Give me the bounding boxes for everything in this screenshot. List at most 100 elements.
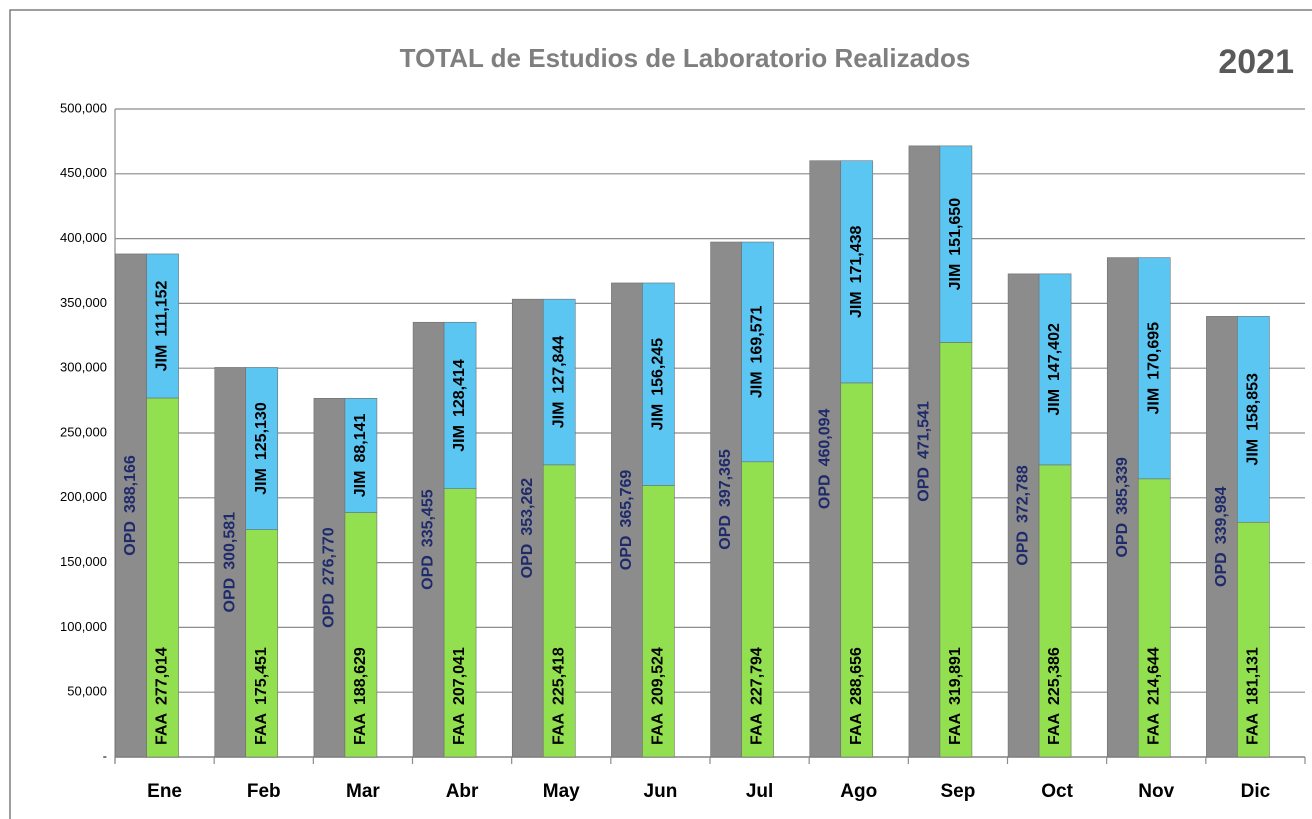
- series-name-label: JIM: [253, 468, 270, 495]
- value-label: 151,650: [947, 198, 964, 256]
- data-label: JIM 171,438: [848, 225, 865, 318]
- series-name-label: OPD: [122, 521, 139, 556]
- bar: [939, 145, 973, 343]
- value-label: 181,131: [1245, 647, 1262, 705]
- bar: [741, 241, 774, 463]
- value-label: 207,041: [451, 647, 468, 705]
- data-label: OPD 397,365: [717, 449, 734, 550]
- y-tick-label: 350,000: [60, 295, 107, 310]
- bar: [1237, 316, 1270, 523]
- y-tick-label: 450,000: [60, 165, 107, 180]
- y-tick-label: 500,000: [60, 100, 107, 115]
- x-tick-label: Jul: [746, 781, 773, 802]
- data-label: JIM 127,844: [550, 336, 567, 429]
- x-tick-label: Mar: [346, 781, 380, 802]
- value-label: 397,365: [717, 449, 734, 507]
- series-name-label: FAA: [947, 713, 964, 745]
- bar: [344, 398, 378, 513]
- series-name-label: OPD: [420, 555, 437, 590]
- value-label: 111,152: [154, 280, 171, 336]
- value-label: 170,695: [1145, 322, 1162, 380]
- series-name-label: JIM: [947, 264, 964, 291]
- series-name-label: FAA: [749, 713, 766, 745]
- bar: [908, 145, 941, 758]
- data-label: JIM 88,141: [352, 414, 369, 498]
- bar: [344, 512, 378, 758]
- bar: [511, 298, 544, 758]
- y-tick-label: -: [103, 748, 107, 763]
- value-label: 156,245: [650, 338, 667, 396]
- data-label: FAA 209,524: [650, 647, 667, 745]
- data-label: FAA 214,644: [1145, 647, 1162, 745]
- data-label: JIM 158,853: [1245, 373, 1262, 466]
- bar: [1237, 521, 1270, 758]
- bar: [1106, 257, 1139, 758]
- series-name-label: OPD: [519, 544, 536, 579]
- data-label: FAA 319,891: [947, 647, 964, 745]
- data-label: OPD 335,455: [420, 489, 437, 590]
- data-label: FAA 207,041: [451, 647, 468, 745]
- series-name-label: FAA: [154, 713, 171, 745]
- y-tick-label: 400,000: [60, 230, 107, 245]
- series-name-label: OPD: [1114, 523, 1131, 558]
- series-name-label: FAA: [1145, 713, 1162, 745]
- data-label: OPD 365,769: [618, 470, 635, 571]
- bar: [313, 398, 346, 758]
- bar: [611, 282, 643, 758]
- series-name-label: FAA: [451, 713, 468, 745]
- value-label: 385,339: [1114, 457, 1131, 515]
- value-label: 277,014: [154, 647, 171, 705]
- bar: [1038, 464, 1072, 758]
- y-tick-label: 150,000: [60, 554, 107, 569]
- data-label: FAA 181,131: [1245, 647, 1262, 745]
- bar: [710, 241, 742, 758]
- value-label: 158,853: [1245, 373, 1262, 431]
- x-tick-label: Dic: [1241, 781, 1271, 802]
- x-tick-label: Oct: [1041, 781, 1073, 802]
- data-label: FAA 175,451: [253, 647, 270, 745]
- data-label: OPD 471,541: [916, 401, 933, 502]
- series-name-label: JIM: [848, 291, 865, 318]
- value-label: 227,794: [749, 647, 766, 705]
- bar: [245, 367, 279, 530]
- bar: [840, 160, 874, 384]
- x-tick-label: Abr: [446, 781, 479, 802]
- data-label: OPD 372,788: [1015, 465, 1032, 566]
- data-label: JIM 170,695: [1145, 322, 1162, 415]
- data-label: JIM 151,650: [947, 198, 964, 291]
- series-name-label: FAA: [352, 713, 369, 745]
- value-label: 388,166: [122, 455, 139, 513]
- data-label: JIM 156,245: [650, 338, 667, 431]
- value-label: 188,629: [352, 647, 369, 705]
- data-label: OPD 388,166: [122, 455, 139, 556]
- value-label: 335,455: [420, 489, 437, 547]
- data-label: JIM 125,130: [253, 402, 270, 495]
- bar: [1137, 478, 1171, 758]
- x-tick-label: Sep: [940, 781, 975, 802]
- bar: [642, 485, 675, 758]
- value-label: 147,402: [1046, 323, 1063, 381]
- data-label: FAA 288,656: [848, 647, 865, 745]
- value-label: 128,414: [451, 359, 468, 417]
- value-label: 353,262: [519, 478, 536, 536]
- bar: [542, 298, 576, 466]
- series-name-label: OPD: [321, 593, 338, 628]
- bar: [939, 342, 973, 758]
- series-name-label: OPD: [717, 515, 734, 550]
- x-tick-label: Feb: [247, 781, 281, 802]
- chart-subtitle: 2021: [1218, 43, 1294, 81]
- value-label: 460,094: [816, 409, 833, 467]
- data-label: FAA 188,629: [352, 647, 369, 745]
- x-tick-label: Jun: [644, 781, 678, 802]
- series-name-label: JIM: [1245, 439, 1262, 466]
- bar: [214, 367, 247, 758]
- value-label: 169,571: [749, 306, 766, 364]
- value-label: 300,581: [221, 512, 238, 570]
- series-name-label: JIM: [1145, 388, 1162, 415]
- value-label: 127,844: [550, 336, 567, 394]
- series-name-label: OPD: [816, 474, 833, 509]
- bar: [542, 464, 576, 758]
- bar: [245, 529, 279, 758]
- bar: [741, 461, 774, 758]
